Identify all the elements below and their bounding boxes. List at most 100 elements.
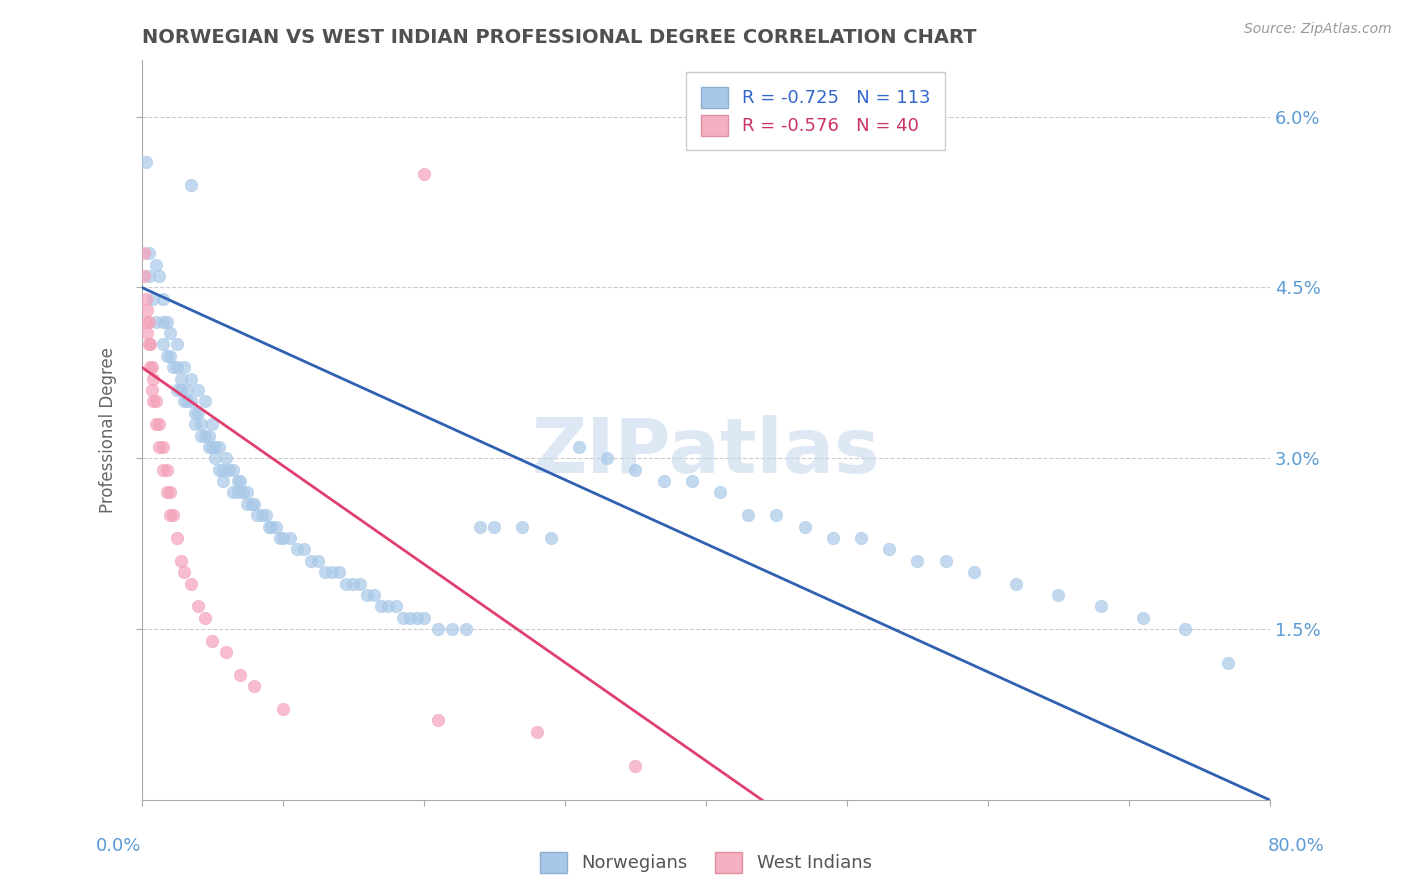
Point <box>166 360 188 375</box>
Point <box>377 599 399 614</box>
Point <box>737 508 759 523</box>
Point <box>222 463 245 477</box>
Point <box>232 485 254 500</box>
Point <box>198 440 221 454</box>
Y-axis label: Professional Degree: Professional Degree <box>100 347 117 513</box>
Point <box>166 383 188 397</box>
Point <box>152 440 174 454</box>
Point <box>342 576 364 591</box>
Point <box>138 337 160 351</box>
Point <box>204 440 226 454</box>
Point <box>134 268 156 283</box>
Point <box>176 394 198 409</box>
Point <box>194 394 217 409</box>
Point <box>184 417 207 432</box>
Point <box>208 463 231 477</box>
Point <box>384 599 406 614</box>
Point <box>349 576 371 591</box>
Point <box>194 428 217 442</box>
Point <box>512 519 534 533</box>
Point <box>1047 588 1070 602</box>
Point <box>426 714 449 728</box>
Point <box>180 371 202 385</box>
Point <box>229 667 252 681</box>
Point <box>681 474 703 488</box>
Point <box>198 428 221 442</box>
Point <box>405 611 427 625</box>
Point <box>135 292 157 306</box>
Point <box>240 497 263 511</box>
Point <box>335 576 357 591</box>
Point <box>201 417 224 432</box>
Point <box>1090 599 1112 614</box>
Point <box>285 542 308 557</box>
Point <box>180 394 202 409</box>
Point <box>187 406 209 420</box>
Point <box>156 485 179 500</box>
Point <box>162 360 184 375</box>
Point <box>180 576 202 591</box>
Point <box>226 474 249 488</box>
Point <box>156 315 179 329</box>
Point <box>190 428 212 442</box>
Point <box>136 303 159 318</box>
Point <box>136 326 159 340</box>
Point <box>152 292 174 306</box>
Point <box>145 417 167 432</box>
Point <box>229 474 252 488</box>
Point <box>254 508 277 523</box>
Point <box>243 679 266 693</box>
Point <box>821 531 844 545</box>
Text: Source: ZipAtlas.com: Source: ZipAtlas.com <box>1244 22 1392 37</box>
Point <box>218 463 240 477</box>
Point <box>905 554 928 568</box>
Point <box>1132 611 1154 625</box>
Point <box>877 542 900 557</box>
Point <box>201 633 224 648</box>
Point <box>152 337 174 351</box>
Point <box>142 371 165 385</box>
Point <box>963 566 986 580</box>
Point <box>540 531 562 545</box>
Point <box>142 292 165 306</box>
Point <box>142 394 165 409</box>
Point <box>328 566 350 580</box>
Point <box>526 724 548 739</box>
Point <box>138 268 160 283</box>
Point <box>624 463 647 477</box>
Point <box>454 622 477 636</box>
Text: NORWEGIAN VS WEST INDIAN PROFESSIONAL DEGREE CORRELATION CHART: NORWEGIAN VS WEST INDIAN PROFESSIONAL DE… <box>142 28 976 47</box>
Point <box>278 531 301 545</box>
Point <box>793 519 815 533</box>
Point <box>180 178 202 192</box>
Point <box>204 451 226 466</box>
Point <box>935 554 957 568</box>
Point <box>166 337 188 351</box>
Point <box>215 451 238 466</box>
Point <box>412 611 434 625</box>
Text: 0.0%: 0.0% <box>96 837 141 855</box>
Point <box>145 394 167 409</box>
Point <box>139 360 162 375</box>
Point <box>138 315 160 329</box>
Point <box>173 360 195 375</box>
Point <box>236 497 259 511</box>
Point <box>709 485 731 500</box>
Point <box>299 554 322 568</box>
Point <box>134 246 156 260</box>
Text: ZIPatlas: ZIPatlas <box>531 415 880 489</box>
Point <box>398 611 420 625</box>
Point <box>652 474 675 488</box>
Point <box>440 622 463 636</box>
Point <box>156 463 179 477</box>
Point <box>212 463 235 477</box>
Point <box>1005 576 1028 591</box>
Point <box>135 315 157 329</box>
Point <box>176 383 198 397</box>
Point <box>226 485 249 500</box>
Point <box>568 440 591 454</box>
Point <box>156 349 179 363</box>
Legend: Norwegians, West Indians: Norwegians, West Indians <box>533 845 879 880</box>
Point <box>391 611 413 625</box>
Point <box>138 246 160 260</box>
